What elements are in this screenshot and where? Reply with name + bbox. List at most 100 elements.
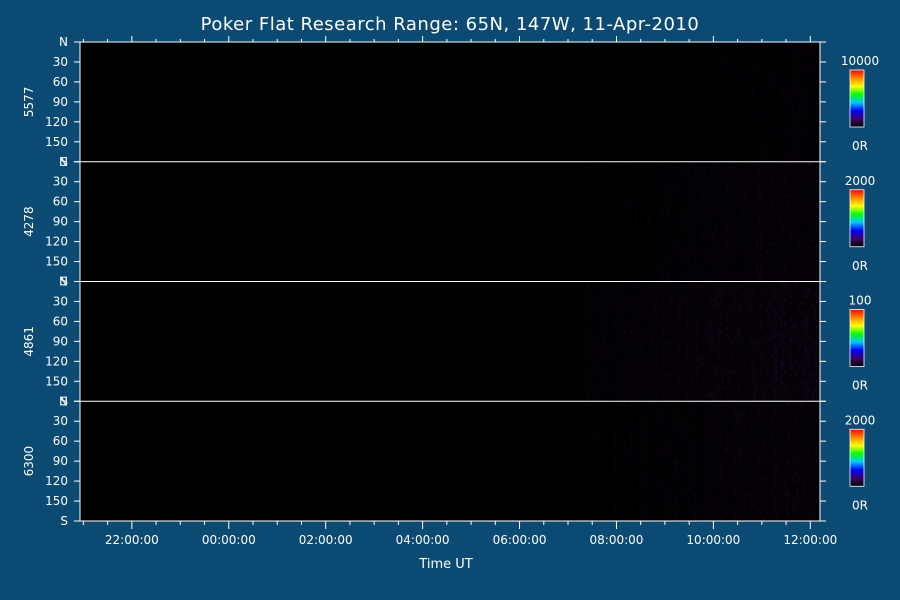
emission-cell	[668, 54, 671, 58]
emission-cell	[604, 321, 606, 325]
emission-cell	[816, 158, 818, 162]
emission-cell	[770, 157, 773, 162]
emission-cell	[593, 205, 596, 210]
emission-cell	[764, 254, 766, 258]
emission-cell	[796, 241, 799, 246]
emission-cell	[600, 357, 602, 361]
emission-cell	[628, 154, 630, 158]
emission-cell	[644, 277, 647, 282]
emission-cell	[627, 209, 630, 214]
emission-cell	[760, 133, 763, 138]
emission-cell	[802, 197, 805, 202]
emission-cell	[587, 373, 590, 378]
emission-cell	[784, 126, 786, 130]
emission-cell	[779, 66, 781, 70]
emission-cell	[803, 202, 805, 206]
emission-cell	[764, 258, 766, 262]
emission-cell	[679, 222, 681, 226]
emission-cell	[756, 150, 758, 154]
emission-cell	[779, 89, 782, 94]
emission-cell	[730, 190, 732, 194]
emission-cell	[670, 78, 672, 82]
emission-cell	[679, 209, 682, 214]
emission-cell	[728, 66, 731, 70]
emission-cell	[783, 141, 786, 146]
emission-cell	[790, 114, 792, 118]
emission-cell	[743, 42, 745, 46]
emission-cell	[730, 162, 732, 166]
emission-cell	[743, 150, 745, 154]
emission-cell	[673, 194, 675, 198]
emission-cell	[719, 261, 722, 266]
emission-cell	[760, 101, 763, 106]
emission-cell	[785, 269, 788, 274]
emission-cell	[739, 158, 741, 162]
emission-cell	[634, 189, 637, 194]
emission-cell	[677, 274, 679, 278]
emission-cell	[606, 205, 609, 210]
panel-name: 5577	[22, 87, 36, 118]
emission-cell	[783, 225, 786, 230]
emission-cell	[737, 186, 739, 190]
emission-cell	[745, 158, 747, 162]
emission-cell	[619, 245, 622, 250]
emission-cell	[753, 249, 756, 254]
emission-cell	[683, 157, 686, 162]
emission-cell	[753, 69, 756, 74]
emission-cell	[696, 217, 699, 222]
emission-cell	[653, 222, 655, 226]
emission-cell	[747, 74, 749, 78]
emission-cell	[792, 133, 795, 138]
emission-cell	[602, 166, 604, 170]
emission-cell	[734, 277, 737, 282]
emission-cell	[732, 185, 735, 190]
emission-cell	[675, 230, 677, 234]
emission-cell	[749, 273, 752, 278]
emission-cell	[615, 106, 617, 110]
emission-cell	[735, 266, 737, 270]
emission-cell	[617, 234, 619, 238]
emission-cell	[598, 234, 600, 238]
emission-cell	[786, 118, 788, 122]
emission-cell	[817, 173, 820, 178]
emission-cell	[813, 209, 816, 214]
emission-cell	[668, 218, 670, 222]
emission-cell	[685, 173, 688, 178]
emission-cell	[585, 302, 587, 306]
emission-cell	[636, 217, 639, 222]
emission-cell	[753, 58, 756, 62]
emission-cell	[585, 329, 587, 333]
emission-cell	[693, 205, 696, 210]
emission-cell	[606, 238, 608, 242]
emission-cell	[732, 94, 734, 98]
emission-cell	[704, 113, 707, 118]
emission-cell	[768, 201, 771, 206]
emission-cell	[762, 142, 764, 146]
emission-cell	[704, 181, 707, 186]
emission-cell	[636, 201, 639, 206]
emission-cell	[591, 377, 594, 382]
emission-cell	[656, 138, 658, 142]
emission-cell	[766, 185, 769, 190]
emission-cell	[672, 277, 675, 282]
emission-cell	[613, 305, 615, 309]
emission-cell	[786, 106, 788, 110]
emission-cell	[747, 81, 750, 86]
emission-cell	[664, 117, 667, 122]
emission-cell	[798, 213, 801, 218]
emission-cell	[713, 202, 715, 206]
emission-cell	[658, 206, 660, 210]
emission-cell	[809, 146, 811, 150]
emission-cell	[790, 165, 793, 170]
emission-cell	[679, 173, 682, 178]
emission-cell	[679, 82, 681, 86]
emission-cell	[735, 238, 737, 242]
emission-cell	[809, 169, 812, 174]
emission-cell	[723, 253, 726, 258]
emission-cell	[807, 130, 809, 134]
emission-cell	[755, 233, 758, 238]
emission-cell	[803, 210, 805, 214]
emission-cell	[775, 206, 777, 210]
emission-cell	[589, 42, 591, 46]
emission-cell	[610, 289, 613, 294]
